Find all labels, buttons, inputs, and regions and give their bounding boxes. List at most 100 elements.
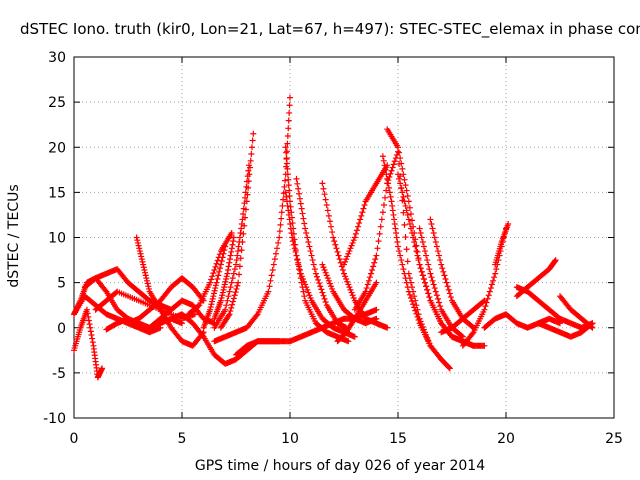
data-point — [228, 248, 235, 255]
data-point — [409, 229, 416, 236]
data-point — [386, 189, 393, 196]
data-point — [87, 328, 94, 335]
data-point — [142, 269, 149, 276]
data-point — [416, 261, 423, 268]
data-point — [326, 280, 333, 287]
data-point — [83, 306, 90, 313]
data-point — [285, 125, 292, 132]
x-tick-label: 15 — [389, 431, 407, 447]
data-point — [380, 202, 387, 209]
data-point — [145, 283, 152, 290]
data-series — [233, 338, 283, 358]
data-point — [481, 342, 488, 349]
data-point — [402, 275, 409, 282]
data-point — [411, 304, 418, 311]
data-point — [228, 229, 235, 236]
data-point — [437, 303, 444, 310]
data-point — [404, 192, 411, 199]
data-point — [406, 291, 413, 298]
data-point — [317, 283, 324, 290]
data-point — [419, 272, 426, 279]
data-point — [287, 203, 294, 210]
data-point — [356, 220, 363, 227]
data-point — [270, 261, 277, 268]
data-point — [588, 323, 595, 330]
data-point — [366, 274, 373, 281]
data-point — [400, 171, 407, 178]
data-point — [431, 285, 438, 292]
data-point — [328, 283, 335, 290]
data-point — [398, 184, 405, 191]
data-point — [289, 234, 296, 241]
data-point — [266, 283, 273, 290]
data-point — [303, 229, 310, 236]
data-point — [445, 286, 452, 293]
data-point — [210, 270, 217, 277]
data-point — [208, 276, 215, 283]
data-point — [216, 268, 223, 275]
data-point — [324, 275, 331, 282]
data-point — [311, 266, 318, 273]
data-point — [416, 225, 423, 232]
y-tick-label: 30 — [48, 50, 66, 66]
data-point — [89, 339, 96, 346]
data-point — [491, 274, 498, 281]
data-point — [400, 193, 407, 200]
data-point — [413, 310, 420, 317]
data-point — [237, 255, 244, 262]
data-point — [316, 280, 323, 287]
data-point — [420, 276, 427, 283]
data-point — [411, 293, 418, 300]
data-point — [365, 277, 372, 284]
data-point — [222, 306, 229, 313]
data-point — [342, 273, 349, 280]
data-point — [399, 165, 406, 172]
data-point — [288, 229, 295, 236]
data-point — [379, 209, 386, 216]
data-point — [236, 234, 243, 241]
data-point — [304, 234, 311, 241]
data-point — [234, 248, 241, 255]
data-point — [293, 175, 300, 182]
data-series — [557, 293, 596, 331]
data-point — [346, 284, 353, 291]
data-point — [227, 308, 234, 315]
data-point — [242, 194, 249, 201]
data-point — [231, 292, 238, 299]
data-point — [414, 313, 421, 320]
y-tick-label: -5 — [52, 366, 66, 382]
data-point — [226, 288, 233, 295]
data-point — [436, 299, 443, 306]
data-point — [284, 165, 291, 172]
data-point — [221, 247, 228, 254]
data-point — [138, 253, 145, 260]
data-point — [242, 189, 249, 196]
data-point — [86, 321, 93, 328]
data-point — [418, 234, 425, 241]
data-point — [235, 279, 242, 286]
data-point — [228, 279, 235, 286]
data-point — [234, 252, 241, 259]
data-point — [243, 183, 250, 190]
data-point — [375, 238, 382, 245]
data-point — [397, 252, 404, 259]
data-point — [144, 280, 151, 287]
data-point — [295, 185, 302, 192]
data-point — [410, 301, 417, 308]
data-point — [207, 306, 214, 313]
data-point — [292, 248, 299, 255]
data-point — [217, 265, 224, 272]
data-point — [226, 259, 233, 266]
data-point — [287, 220, 294, 227]
x-tick-label: 10 — [281, 431, 299, 447]
data-point — [305, 289, 312, 296]
data-point — [343, 256, 350, 263]
chart-title: dSTEC Iono. truth (kir0, Lon=21, Lat=67,… — [20, 20, 640, 39]
data-series — [438, 297, 488, 336]
data-point — [297, 200, 304, 207]
data-point — [425, 290, 432, 297]
data-point — [212, 282, 219, 289]
data-point — [422, 248, 428, 255]
data-point — [300, 288, 307, 295]
